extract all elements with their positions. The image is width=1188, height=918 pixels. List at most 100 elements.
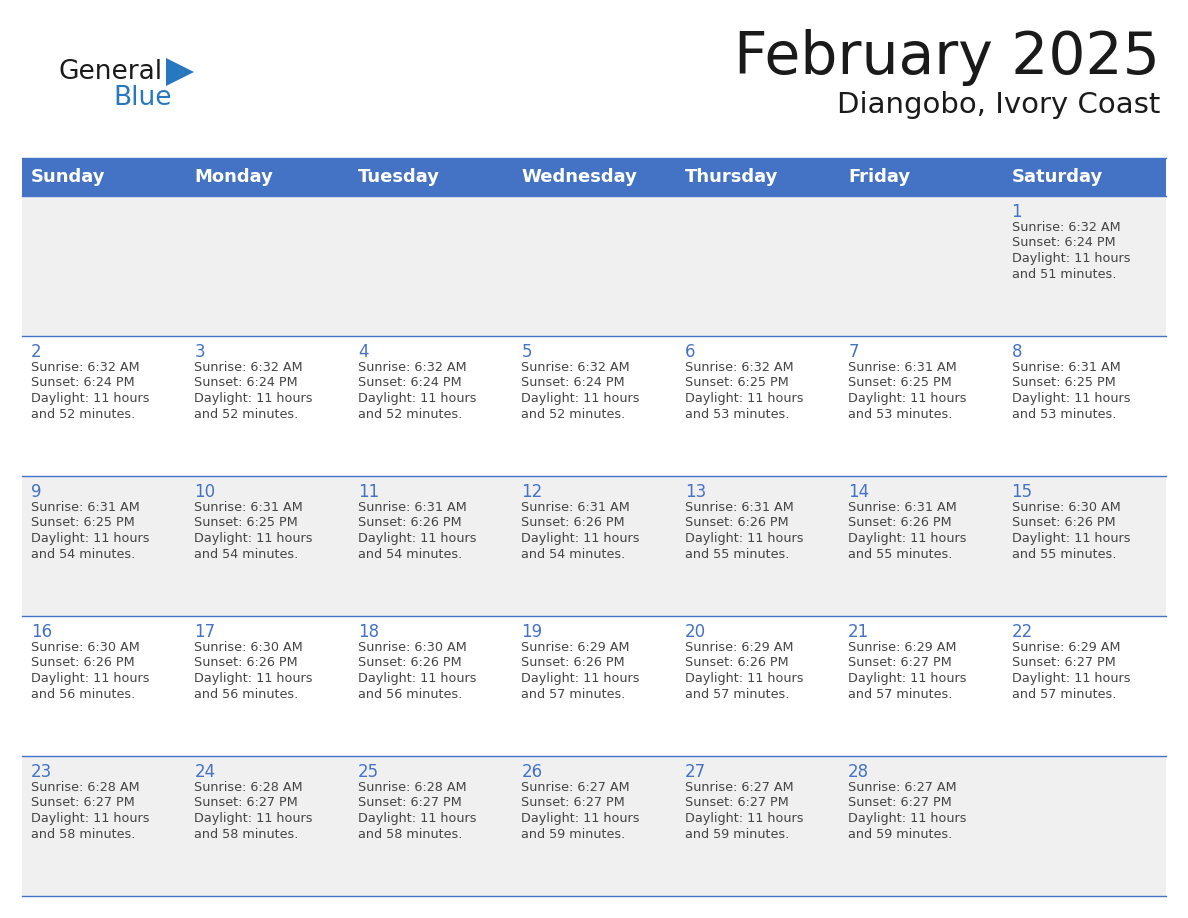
Text: Sunday: Sunday: [31, 168, 106, 186]
Text: 16: 16: [31, 623, 52, 641]
Text: and 56 minutes.: and 56 minutes.: [195, 688, 298, 700]
Text: and 56 minutes.: and 56 minutes.: [31, 688, 135, 700]
Text: and 59 minutes.: and 59 minutes.: [522, 827, 626, 841]
Text: Daylight: 11 hours: Daylight: 11 hours: [848, 392, 967, 405]
Text: Sunrise: 6:31 AM: Sunrise: 6:31 AM: [848, 501, 956, 514]
Text: and 57 minutes.: and 57 minutes.: [848, 688, 953, 700]
Bar: [23, 756, 1165, 896]
Text: Sunset: 6:25 PM: Sunset: 6:25 PM: [1011, 376, 1116, 389]
Text: Sunset: 6:26 PM: Sunset: 6:26 PM: [522, 656, 625, 669]
Text: Sunrise: 6:28 AM: Sunrise: 6:28 AM: [31, 781, 140, 794]
Text: Friday: Friday: [848, 168, 910, 186]
Text: 27: 27: [684, 763, 706, 781]
Text: and 54 minutes.: and 54 minutes.: [195, 547, 298, 561]
Text: and 56 minutes.: and 56 minutes.: [358, 688, 462, 700]
Text: 2: 2: [31, 343, 42, 361]
Text: 13: 13: [684, 483, 706, 501]
Text: 25: 25: [358, 763, 379, 781]
Text: 18: 18: [358, 623, 379, 641]
Text: 3: 3: [195, 343, 206, 361]
Text: Sunset: 6:26 PM: Sunset: 6:26 PM: [358, 656, 461, 669]
Text: Daylight: 11 hours: Daylight: 11 hours: [195, 812, 312, 825]
Text: Sunset: 6:25 PM: Sunset: 6:25 PM: [684, 376, 789, 389]
Text: and 55 minutes.: and 55 minutes.: [684, 547, 789, 561]
Text: and 55 minutes.: and 55 minutes.: [848, 547, 953, 561]
Text: Sunrise: 6:29 AM: Sunrise: 6:29 AM: [522, 641, 630, 654]
Text: and 58 minutes.: and 58 minutes.: [358, 827, 462, 841]
Text: 17: 17: [195, 623, 215, 641]
Text: Thursday: Thursday: [684, 168, 778, 186]
Text: Sunset: 6:26 PM: Sunset: 6:26 PM: [684, 656, 789, 669]
Text: Sunset: 6:27 PM: Sunset: 6:27 PM: [358, 797, 462, 810]
Text: 6: 6: [684, 343, 695, 361]
Text: Daylight: 11 hours: Daylight: 11 hours: [358, 392, 476, 405]
Text: 28: 28: [848, 763, 870, 781]
Text: Daylight: 11 hours: Daylight: 11 hours: [195, 672, 312, 685]
Text: Sunset: 6:27 PM: Sunset: 6:27 PM: [848, 797, 952, 810]
Text: Daylight: 11 hours: Daylight: 11 hours: [848, 532, 967, 545]
Text: Sunset: 6:26 PM: Sunset: 6:26 PM: [195, 656, 298, 669]
Text: Sunrise: 6:30 AM: Sunrise: 6:30 AM: [31, 641, 140, 654]
Text: Sunrise: 6:31 AM: Sunrise: 6:31 AM: [31, 501, 140, 514]
Text: Sunrise: 6:29 AM: Sunrise: 6:29 AM: [848, 641, 956, 654]
Text: Daylight: 11 hours: Daylight: 11 hours: [358, 812, 476, 825]
Text: Sunrise: 6:29 AM: Sunrise: 6:29 AM: [1011, 641, 1120, 654]
Text: Sunset: 6:24 PM: Sunset: 6:24 PM: [31, 376, 134, 389]
Text: and 59 minutes.: and 59 minutes.: [684, 827, 789, 841]
Bar: [23, 158, 1165, 196]
Text: General: General: [58, 59, 162, 85]
Text: Sunrise: 6:31 AM: Sunrise: 6:31 AM: [684, 501, 794, 514]
Text: and 58 minutes.: and 58 minutes.: [31, 827, 135, 841]
Text: 26: 26: [522, 763, 543, 781]
Text: Daylight: 11 hours: Daylight: 11 hours: [358, 672, 476, 685]
Text: Sunrise: 6:31 AM: Sunrise: 6:31 AM: [522, 501, 630, 514]
Text: 22: 22: [1011, 623, 1032, 641]
Text: Sunset: 6:26 PM: Sunset: 6:26 PM: [522, 517, 625, 530]
Text: Sunrise: 6:30 AM: Sunrise: 6:30 AM: [195, 641, 303, 654]
Text: Daylight: 11 hours: Daylight: 11 hours: [848, 812, 967, 825]
Text: Sunset: 6:25 PM: Sunset: 6:25 PM: [195, 517, 298, 530]
Polygon shape: [166, 58, 194, 86]
Text: 11: 11: [358, 483, 379, 501]
Text: and 53 minutes.: and 53 minutes.: [684, 408, 789, 420]
Text: Daylight: 11 hours: Daylight: 11 hours: [31, 812, 150, 825]
Text: Sunset: 6:25 PM: Sunset: 6:25 PM: [848, 376, 952, 389]
Text: Sunrise: 6:30 AM: Sunrise: 6:30 AM: [358, 641, 467, 654]
Text: Sunrise: 6:27 AM: Sunrise: 6:27 AM: [522, 781, 630, 794]
Text: Daylight: 11 hours: Daylight: 11 hours: [684, 812, 803, 825]
Text: Daylight: 11 hours: Daylight: 11 hours: [684, 672, 803, 685]
Text: Blue: Blue: [113, 85, 171, 111]
Text: Sunrise: 6:27 AM: Sunrise: 6:27 AM: [684, 781, 794, 794]
Text: 14: 14: [848, 483, 870, 501]
Text: and 51 minutes.: and 51 minutes.: [1011, 267, 1116, 281]
Text: Sunrise: 6:27 AM: Sunrise: 6:27 AM: [848, 781, 956, 794]
Text: 10: 10: [195, 483, 215, 501]
Text: Sunset: 6:26 PM: Sunset: 6:26 PM: [684, 517, 789, 530]
Text: Sunrise: 6:31 AM: Sunrise: 6:31 AM: [358, 501, 467, 514]
Text: Daylight: 11 hours: Daylight: 11 hours: [522, 672, 640, 685]
Text: Sunset: 6:26 PM: Sunset: 6:26 PM: [31, 656, 134, 669]
Text: Sunset: 6:24 PM: Sunset: 6:24 PM: [522, 376, 625, 389]
Text: and 58 minutes.: and 58 minutes.: [195, 827, 299, 841]
Text: Sunrise: 6:32 AM: Sunrise: 6:32 AM: [358, 361, 467, 374]
Text: Daylight: 11 hours: Daylight: 11 hours: [358, 532, 476, 545]
Text: Daylight: 11 hours: Daylight: 11 hours: [522, 532, 640, 545]
Bar: [23, 196, 1165, 336]
Text: 7: 7: [848, 343, 859, 361]
Text: Sunset: 6:27 PM: Sunset: 6:27 PM: [195, 797, 298, 810]
Text: Sunrise: 6:32 AM: Sunrise: 6:32 AM: [31, 361, 140, 374]
Text: February 2025: February 2025: [734, 29, 1159, 86]
Text: Tuesday: Tuesday: [358, 168, 440, 186]
Text: Wednesday: Wednesday: [522, 168, 637, 186]
Text: Sunset: 6:27 PM: Sunset: 6:27 PM: [522, 797, 625, 810]
Text: Daylight: 11 hours: Daylight: 11 hours: [1011, 392, 1130, 405]
Text: and 52 minutes.: and 52 minutes.: [31, 408, 135, 420]
Text: Sunrise: 6:28 AM: Sunrise: 6:28 AM: [358, 781, 467, 794]
Text: and 52 minutes.: and 52 minutes.: [358, 408, 462, 420]
Text: Daylight: 11 hours: Daylight: 11 hours: [31, 392, 150, 405]
Text: Sunrise: 6:31 AM: Sunrise: 6:31 AM: [195, 501, 303, 514]
Text: 19: 19: [522, 623, 543, 641]
Text: Sunset: 6:26 PM: Sunset: 6:26 PM: [358, 517, 461, 530]
Text: Sunrise: 6:32 AM: Sunrise: 6:32 AM: [1011, 221, 1120, 234]
Text: and 57 minutes.: and 57 minutes.: [1011, 688, 1116, 700]
